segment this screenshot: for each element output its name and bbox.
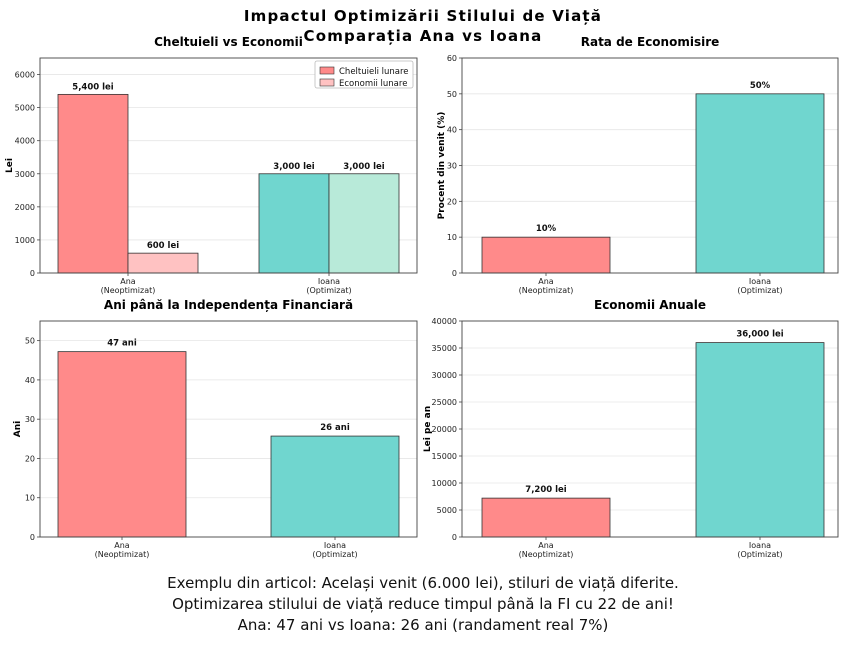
y-tick-label: 5000 xyxy=(15,104,35,113)
bar-label: 36,000 lei xyxy=(736,330,783,340)
x-tick-label: Ana (Neoptimizat) xyxy=(95,541,150,559)
y-tick-label: 30 xyxy=(447,162,457,171)
footer-line2: Optimizarea stilului de viață reduce tim… xyxy=(172,595,674,613)
bar xyxy=(328,173,400,274)
bar xyxy=(695,93,825,274)
y-tick-label: 35000 xyxy=(432,344,457,353)
y-axis-label: Lei pe an xyxy=(423,406,433,452)
footer-line1: Exemplu din articol: Același venit (6.00… xyxy=(167,574,679,592)
bar-label: 3,000 lei xyxy=(273,162,315,172)
y-tick-label: 40 xyxy=(25,376,35,385)
legend-swatch xyxy=(319,78,335,87)
bar xyxy=(695,342,825,538)
legend-label: Economii lunare xyxy=(339,79,407,89)
legend-box xyxy=(314,60,414,89)
x-tick-label: Ana (Neoptimizat) xyxy=(519,541,574,559)
bar-label: 3,000 lei xyxy=(343,162,385,172)
y-tick-label: 20 xyxy=(447,197,457,206)
bar xyxy=(270,435,400,538)
axes-frame xyxy=(39,57,418,274)
legend-label: Cheltuieli lunare xyxy=(339,67,409,77)
bar xyxy=(258,173,330,274)
footer-line3: Ana: 47 ani vs Ioana: 26 ani (randament … xyxy=(238,616,609,634)
x-tick-label: Ioana (Optimizat) xyxy=(737,277,782,295)
chart-title: Economii Anuale xyxy=(594,298,706,312)
bar-label: 50% xyxy=(750,81,771,91)
x-tick-label: Ana (Neoptimizat) xyxy=(101,277,156,295)
y-tick-label: 10 xyxy=(447,233,457,242)
bar xyxy=(57,351,187,538)
y-tick-label: 0 xyxy=(30,269,35,278)
x-tick-label: Ana (Neoptimizat) xyxy=(519,277,574,295)
bar-label: 10% xyxy=(536,224,557,234)
chart-annual-savings: 7,200 lei 36,000 lei 0 5000 10000 15000 20000 2… xyxy=(423,298,839,559)
bar-label: 600 lei xyxy=(147,241,179,251)
y-tick-label: 50 xyxy=(25,337,35,346)
y-tick-label: 5000 xyxy=(437,506,457,515)
chart-title: Cheltuieli vs Economii xyxy=(154,35,303,49)
chart-title: Ani până la Independența Financiară xyxy=(104,298,353,312)
x-tick-label: Ioana (Optimizat) xyxy=(306,277,351,295)
chart-savings-rate: 10% 50% 0 10 20 30 40 50 60 Ana (Neoptimizat) Ioana… xyxy=(437,35,839,295)
y-tick-label: 15000 xyxy=(432,452,457,461)
bar-label: 47 ani xyxy=(107,339,137,349)
y-tick-label: 50 xyxy=(447,90,457,99)
bar-label: 5,400 lei xyxy=(72,82,114,92)
figure-title-line2: Comparația Ana vs Ioana xyxy=(304,27,543,45)
y-tick-label: 20 xyxy=(25,454,35,463)
y-tick-label: 10000 xyxy=(432,479,457,488)
bar xyxy=(57,93,129,274)
y-tick-label: 30 xyxy=(25,415,35,424)
y-tick-label: 2000 xyxy=(15,203,35,212)
x-tick-label: Ioana (Optimizat) xyxy=(312,541,357,559)
y-tick-label: 6000 xyxy=(15,71,35,80)
x-tick-label: Ioana (Optimizat) xyxy=(737,541,782,559)
y-tick-label: 60 xyxy=(447,54,457,63)
y-tick-label: 40 xyxy=(447,126,457,135)
y-axis-label: Procent din venit (%) xyxy=(437,112,447,220)
y-tick-label: 40000 xyxy=(432,317,457,326)
y-tick-label: 25000 xyxy=(432,398,457,407)
chart-years-to-fi: 47 ani 26 ani 0 10 20 30 40 50 Ana (Neoptimizat) I… xyxy=(13,298,418,559)
y-tick-label: 0 xyxy=(30,533,35,542)
y-tick-label: 0 xyxy=(452,533,457,542)
bar xyxy=(481,497,611,538)
y-axis-label: Ani xyxy=(13,421,23,437)
y-tick-label: 4000 xyxy=(15,137,35,146)
bar-label: 7,200 lei xyxy=(525,485,567,495)
legend-swatch xyxy=(319,66,335,75)
y-tick-label: 1000 xyxy=(15,236,35,245)
y-tick-label: 0 xyxy=(452,269,457,278)
y-axis-label: Lei xyxy=(5,158,15,173)
y-tick-label: 30000 xyxy=(432,371,457,380)
y-tick-label: 3000 xyxy=(15,170,35,179)
figure-title-line1: Impactul Optimizării Stilului de Viață xyxy=(244,7,602,25)
chart-expenses-vs-savings: 5,400 lei 3,000 lei 600 lei 3,000 lei 0 1000 2… xyxy=(5,35,418,295)
y-tick-label: 20000 xyxy=(432,425,457,434)
bar-label: 26 ani xyxy=(320,423,350,433)
y-tick-label: 10 xyxy=(25,494,35,503)
axes-frame xyxy=(39,320,418,538)
bar xyxy=(481,236,611,274)
bar xyxy=(127,252,199,274)
chart-title: Rata de Economisire xyxy=(581,35,720,49)
